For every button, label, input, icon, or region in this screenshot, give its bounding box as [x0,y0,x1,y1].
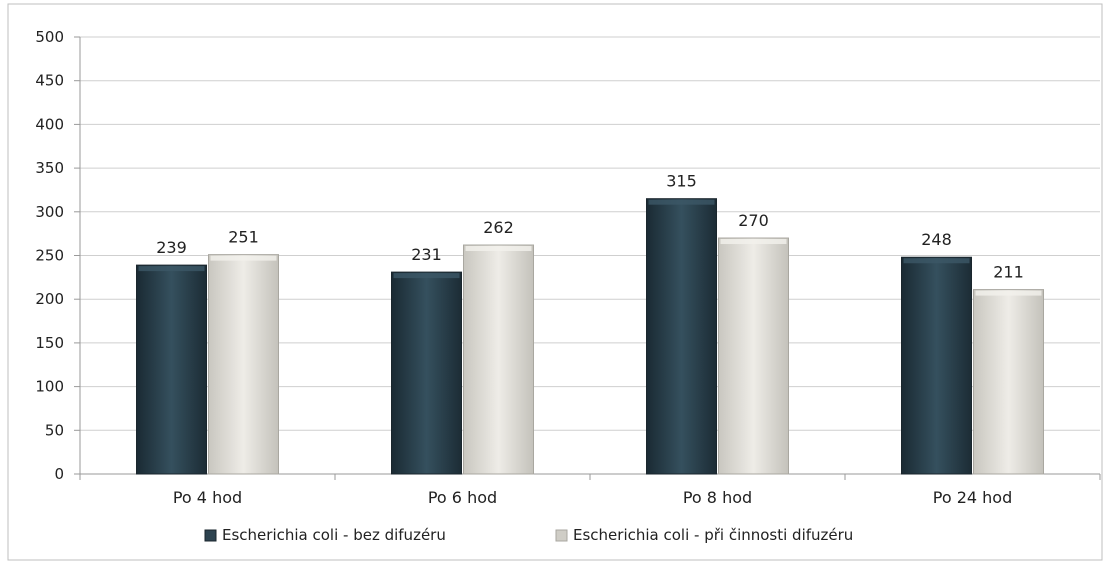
data-label-pri-cinnosti-difuzeru-3: 270 [738,211,769,230]
y-tick-label-300: 300 [35,203,64,221]
y-tick-label-50: 50 [45,421,64,439]
bar-pri-cinnosti-difuzeru-1 [208,254,279,475]
bar-bevel-top [903,258,970,264]
bar-pri-cinnosti-difuzeru-3 [718,237,789,475]
bar-bez-difuzeru-2 [391,271,462,475]
bar-bez-difuzeru-4 [901,256,972,475]
bar-bevel-top [648,199,715,205]
x-category-label-2: Po 6 hod [428,488,497,507]
y-tick-label-450: 450 [35,72,64,90]
legend-swatch-2 [555,529,568,542]
x-category-label-1: Po 4 hod [173,488,242,507]
x-category-label-4: Po 24 hod [933,488,1012,507]
bar-bevel-top [138,266,205,272]
bars-group [136,198,1044,475]
bar-bez-difuzeru-1 [136,264,207,475]
y-tick-label-250: 250 [35,247,64,265]
bar-pri-cinnosti-difuzeru-4 [973,289,1044,475]
legend-label-2: Escherichia coli - při činnosti difuzéru [573,526,853,544]
y-tick-label-0: 0 [54,465,64,483]
legend: Escherichia coli - bez difuzéru Escherich… [204,526,853,544]
y-axis: 0 50 100 150 200 250 300 350 400 450 500 [35,28,81,483]
data-label-bez-difuzeru-1: 239 [156,238,187,257]
data-label-pri-cinnosti-difuzeru-1: 251 [228,228,259,247]
y-tick-label-400: 400 [35,115,64,133]
data-label-bez-difuzeru-2: 231 [411,245,442,264]
y-tick-label-150: 150 [35,334,64,352]
x-category-label-3: Po 8 hod [683,488,752,507]
bar-bevel-top [720,239,787,245]
data-label-bez-difuzeru-4: 248 [921,230,952,249]
legend-label-1: Escherichia coli - bez difuzéru [222,526,446,544]
bar-bevel-top [210,255,277,261]
data-labels-group: 239 251 231 262 315 270 248 211 [156,172,1024,282]
data-label-pri-cinnosti-difuzeru-4: 211 [993,263,1024,282]
legend-swatch-1 [204,529,217,542]
bar-bevel-top [465,246,532,252]
bar-bevel-top [975,290,1042,296]
y-tick-label-350: 350 [35,159,64,177]
y-tick-label-500: 500 [35,28,64,46]
y-tick-label-100: 100 [35,378,64,396]
x-axis: Po 4 hod Po 6 hod Po 8 hod Po 24 hod [79,474,1101,507]
bar-pri-cinnosti-difuzeru-2 [463,244,534,475]
y-tick-label-200: 200 [35,290,64,308]
bar-bevel-top [393,273,460,279]
data-label-pri-cinnosti-difuzeru-2: 262 [483,218,514,237]
bar-bez-difuzeru-3 [646,198,717,475]
data-label-bez-difuzeru-3: 315 [666,172,697,191]
